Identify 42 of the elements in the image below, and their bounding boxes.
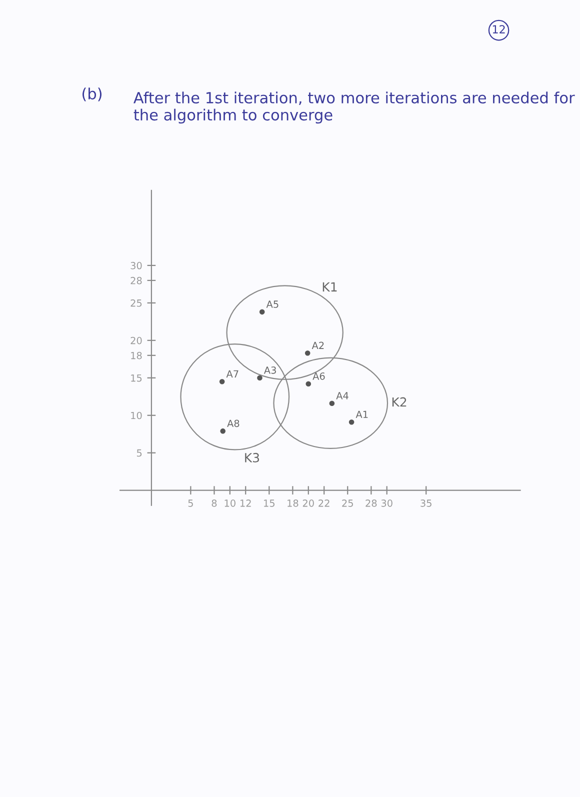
annotation: A1 [356,410,368,418]
point [304,350,310,356]
point [306,381,312,387]
text: K2 [392,397,406,407]
annotation: A7 [226,370,238,378]
x-tick-label: 30 [381,500,392,507]
y-tick-label: 15 [131,374,142,382]
y-tick-label: 28 [130,276,142,284]
point [259,309,265,315]
x-tick-label: 12 [240,500,251,507]
x-tick-label: 28 [366,500,377,507]
point [220,428,226,434]
annotation: A5 [266,300,278,308]
y-tick-label: 10 [131,412,142,420]
y-tick-label: 20 [130,336,142,344]
point [348,419,354,425]
x-tick-label: 20 [302,500,314,507]
annotation: A8 [227,420,240,428]
x-tick-label: 5 [188,500,193,507]
point [219,378,225,384]
x-tick-label: 8 [212,500,217,507]
y-tick-label: 30 [130,262,142,270]
text: K3 [245,452,260,462]
x-tick-label: 18 [288,500,298,507]
point [329,400,335,406]
text: (b) [82,88,102,102]
y-tick-label: 18 [131,352,142,360]
x-tick-label: 22 [318,500,330,507]
x-tick-label: 10 [224,500,236,507]
x-tick-label: 15 [264,500,274,507]
text: K1 [322,282,337,292]
point [257,375,262,381]
y-tick-label: 25 [130,299,142,307]
annotation: A4 [336,392,348,400]
text: 12 [492,25,505,34]
x-tick-label: 35 [420,500,432,507]
annotation: A6 [312,372,325,380]
chart-title: After the 1st iteration, two more iterations are needed for the algorithm to converge [134,92,575,124]
annotation: A2 [312,342,324,349]
y-tick-label: 5 [136,449,142,457]
annotation: A3 [264,366,276,374]
x-tick-label: 25 [342,500,353,507]
